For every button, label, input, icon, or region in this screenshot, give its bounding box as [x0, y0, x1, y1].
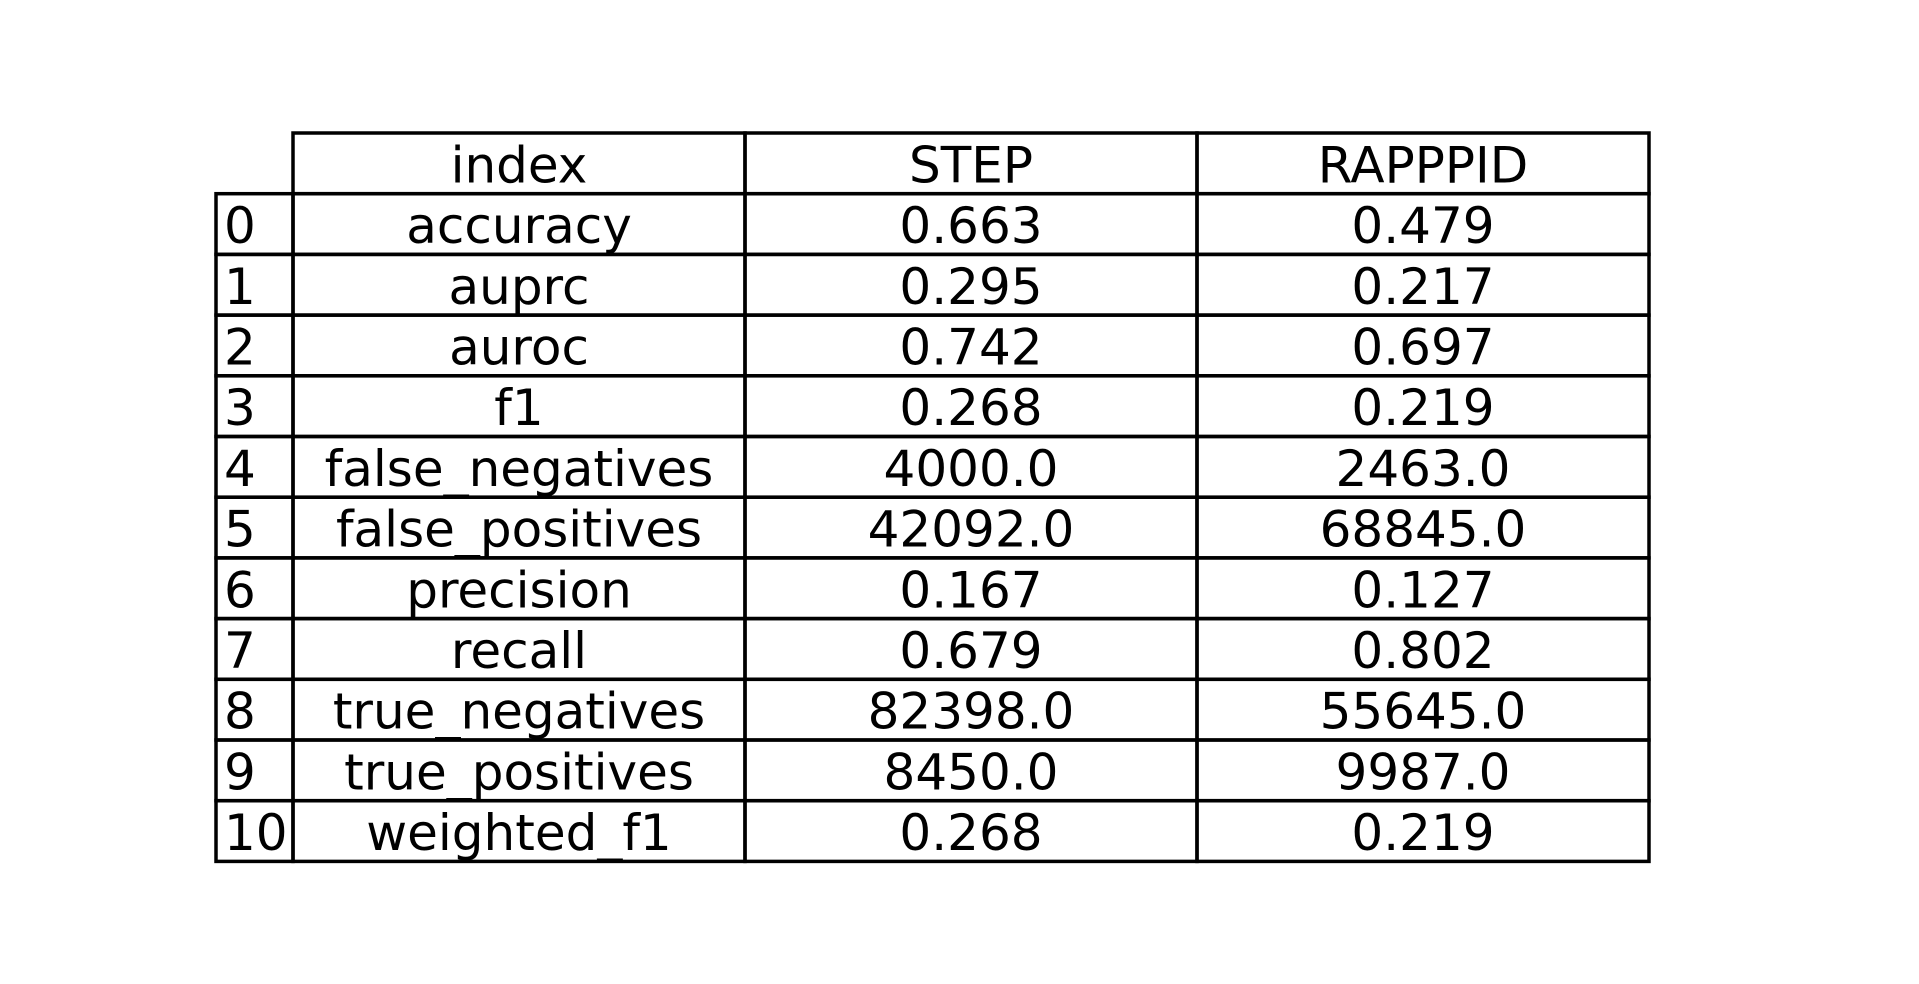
table-cell-value: 0.742: [899, 318, 1042, 376]
table-cell-value: 4000.0: [884, 440, 1059, 498]
row-index-label: 2: [224, 318, 256, 376]
table-cell-value: accuracy: [406, 197, 632, 255]
table-cell-value: 9987.0: [1336, 743, 1511, 801]
table-cell-value: 42092.0: [868, 501, 1075, 559]
row-index-label: 1: [224, 258, 256, 316]
table-cell-value: precision: [406, 561, 632, 619]
table-cell-value: 0.268: [899, 379, 1042, 437]
table-cell-value: 0.268: [899, 804, 1042, 862]
table-cell-value: false_positives: [336, 501, 702, 559]
row-index-label: 4: [224, 440, 256, 498]
table-cell-value: auroc: [449, 318, 589, 376]
row-index-label: 6: [224, 561, 256, 619]
row-index-label: 8: [224, 683, 256, 741]
table-cell-value: 0.219: [1351, 379, 1494, 437]
table-cell-value: 0.217: [1351, 258, 1494, 316]
table-cell-value: 0.679: [899, 622, 1042, 680]
table-cell-value: recall: [451, 622, 587, 680]
table-cell-value: true_negatives: [333, 683, 705, 741]
table-cell-value: 68845.0: [1320, 501, 1527, 559]
table-cell-value: 0.697: [1351, 318, 1494, 376]
table-cell-value: 0.167: [899, 561, 1042, 619]
table-cell-value: auprc: [448, 258, 589, 316]
row-index-label: 3: [224, 379, 256, 437]
table-cell-value: false_negatives: [325, 440, 714, 498]
table-cell-value: 0.663: [899, 197, 1042, 255]
table-cell-value: 82398.0: [868, 683, 1075, 741]
table-cell-value: f1: [494, 379, 543, 437]
table-cell-value: 55645.0: [1320, 683, 1527, 741]
table-cell-value: 2463.0: [1336, 440, 1511, 498]
column-header: RAPPPID: [1318, 136, 1529, 194]
table-cell-value: 0.479: [1351, 197, 1494, 255]
table-cell: [1195, 798, 1651, 864]
column-header: STEP: [909, 136, 1033, 194]
row-index-label: 9: [224, 743, 256, 801]
table-cell-value: 0.127: [1351, 561, 1494, 619]
row-index-label: 0: [224, 197, 256, 255]
table-cell-value: 8450.0: [884, 743, 1059, 801]
table-cell-value: weighted_f1: [366, 804, 672, 862]
column-header: index: [451, 136, 588, 194]
table-cell-value: 0.802: [1351, 622, 1494, 680]
table-cell-value: 0.219: [1351, 804, 1494, 862]
row-index-label: 10: [224, 804, 288, 862]
table-cell-value: true_positives: [344, 743, 694, 801]
table-cell-value: 0.295: [899, 258, 1042, 316]
row-index-label: 5: [224, 501, 256, 559]
row-index-label: 7: [224, 622, 256, 680]
